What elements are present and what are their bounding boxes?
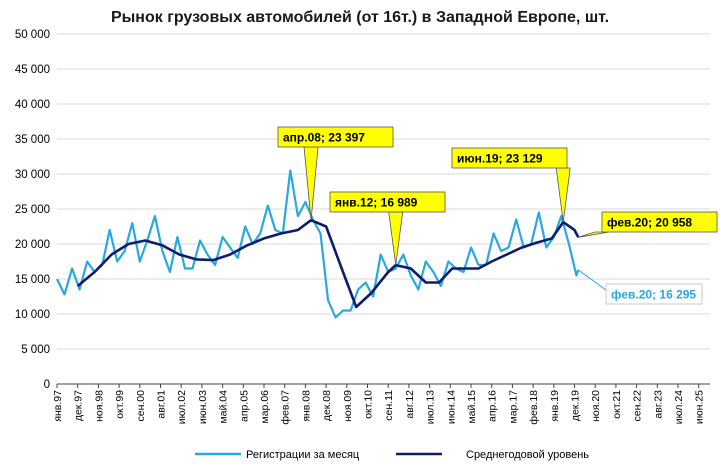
x-tick-label: май.15 xyxy=(466,390,478,424)
y-tick-label: 5 000 xyxy=(21,344,50,356)
x-tick-label: мар.17 xyxy=(507,390,519,424)
x-tick-label: окт.10 xyxy=(363,390,375,419)
annotations: апр.08; 23 397 янв.12; 16 989 июн.19; 23 1… xyxy=(277,126,718,305)
x-tick-label: авг.23 xyxy=(652,390,664,419)
label-leader xyxy=(577,269,607,291)
x-tick-label: июн.25 xyxy=(694,390,706,424)
plot-area xyxy=(56,169,580,319)
callout-label: апр.08; 23 397 xyxy=(283,131,365,145)
callout-box xyxy=(601,211,718,233)
y-tick-label: 20 000 xyxy=(15,239,50,251)
y-tick-label: 10 000 xyxy=(15,309,50,321)
callout-box xyxy=(329,191,446,213)
series-line xyxy=(76,218,580,309)
chart-title: Рынок грузовых автомобилей (от 16т.) в З… xyxy=(111,9,609,26)
x-tick-label: сен.22 xyxy=(632,390,644,422)
x-tick-label: янв.19 xyxy=(549,390,561,422)
x-tick-label: ноя.09 xyxy=(342,390,354,422)
x-tick-label: дек.08 xyxy=(321,390,333,421)
callout-pointer xyxy=(578,231,610,238)
label-box xyxy=(605,283,703,305)
x-tick-label: авг.01 xyxy=(156,390,168,419)
x-tick-label: июл.13 xyxy=(425,390,437,424)
data-label: фев.20; 16 295 xyxy=(611,288,696,302)
x-tick-label: окт.21 xyxy=(611,390,623,419)
x-tick-label: июн.14 xyxy=(445,390,457,424)
x-tick-label: дек.97 xyxy=(73,390,85,421)
y-tick-label: 25 000 xyxy=(15,204,50,216)
x-tick-label: июн.03 xyxy=(197,390,209,424)
callout-label: янв.12; 16 989 xyxy=(335,196,418,210)
x-tick-label: июл.02 xyxy=(176,390,188,424)
x-tick-label: фев.18 xyxy=(528,390,540,425)
legend-label: Регистрации за месяц xyxy=(246,449,360,461)
callout-label: июн.19; 23 129 xyxy=(457,152,543,166)
x-tick-label: июл.24 xyxy=(673,390,685,424)
series-line xyxy=(56,169,580,319)
x-tick-label: окт.99 xyxy=(114,390,126,419)
x-tick-label: дек.19 xyxy=(570,390,582,421)
x-axis-ticks: янв.97 дек.97 ноя.98 окт.99 сен.00 авг.01 июл.… xyxy=(52,384,706,425)
legend: Регистрации за месяц Среднегодовой уровен… xyxy=(195,449,589,461)
callout-box xyxy=(451,147,568,169)
y-tick-label: 45 000 xyxy=(15,64,50,76)
y-tick-label: 35 000 xyxy=(15,134,50,146)
y-tick-label: 30 000 xyxy=(15,169,50,181)
y-tick-label: 40 000 xyxy=(15,99,50,111)
legend-label: Среднегодовой уровень xyxy=(466,449,589,461)
x-tick-label: ноя.20 xyxy=(590,390,602,422)
x-tick-label: фев.07 xyxy=(280,390,292,425)
callout-pointer xyxy=(555,167,571,223)
callout-box xyxy=(277,126,394,148)
x-tick-label: мар.06 xyxy=(259,390,271,424)
y-axis-ticks: 0 5 000 10 000 15 000 20 000 25 000 30 000 35 0… xyxy=(15,29,50,391)
x-tick-label: сен.00 xyxy=(135,390,147,422)
y-tick-label: 0 xyxy=(44,379,50,391)
x-tick-label: апр.05 xyxy=(238,390,250,422)
x-tick-label: сен.11 xyxy=(383,390,395,421)
y-tick-label: 50 000 xyxy=(15,29,50,41)
y-tick-label: 15 000 xyxy=(15,274,50,286)
callout-label: фев.20; 20 958 xyxy=(607,216,692,230)
x-tick-label: авг.12 xyxy=(404,390,416,419)
x-tick-label: апр.16 xyxy=(487,390,499,422)
x-tick-label: янв.97 xyxy=(52,390,64,422)
x-tick-label: ноя.98 xyxy=(93,390,105,422)
x-tick-label: май.04 xyxy=(218,390,230,424)
x-tick-label: янв.08 xyxy=(300,390,312,422)
